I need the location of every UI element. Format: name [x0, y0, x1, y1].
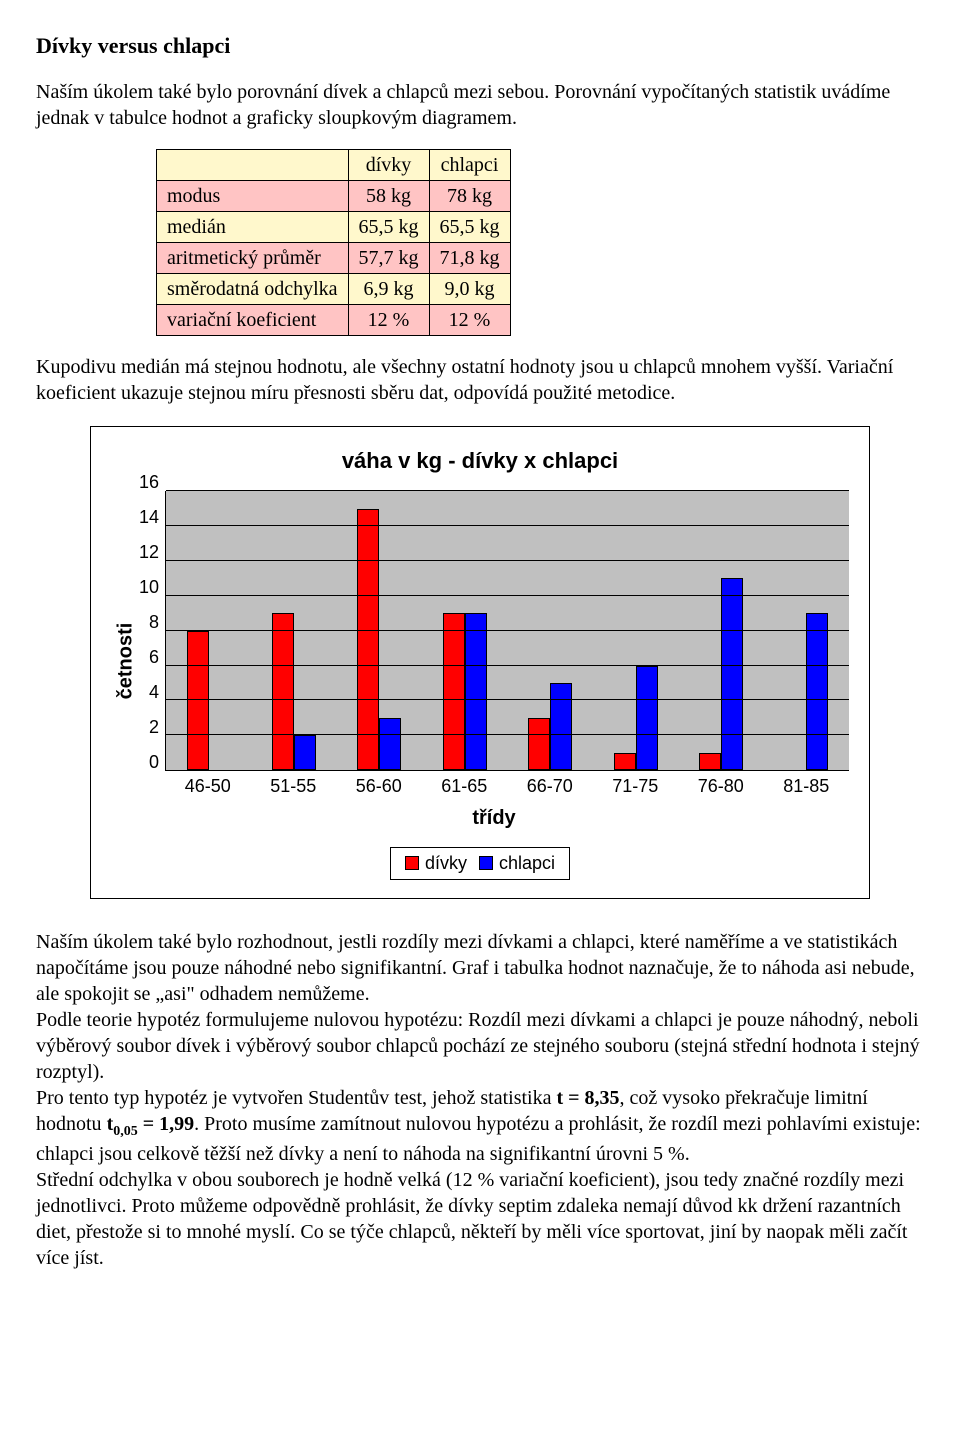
outro-p2: Pro tento typ hypotéz je vytvořen Studen…	[36, 1085, 924, 1167]
xtick-label: 76-80	[678, 771, 764, 798]
xtick-label: 66-70	[507, 771, 593, 798]
table-cell: medián	[157, 211, 349, 242]
mid-paragraph: Kupodivu medián má stejnou hodnotu, ale …	[36, 354, 924, 406]
table-cell: 57,7 kg	[348, 242, 429, 273]
bar-divky	[614, 753, 636, 770]
bar-divky	[443, 613, 465, 770]
table-cell: aritmetický průměr	[157, 242, 349, 273]
chart-xticks: 46-5051-5556-6061-6566-7071-7576-8081-85	[165, 771, 849, 798]
table-row: medián65,5 kg65,5 kg	[157, 211, 511, 242]
chart-xlabel: třídy	[139, 805, 849, 831]
table-header-cell	[157, 149, 349, 180]
grid-line	[166, 525, 849, 526]
table-row: variační koeficient12 %12 %	[157, 304, 511, 335]
outro-block: Naším úkolem také bylo rozhodnout, jestl…	[36, 929, 924, 1271]
xtick-label: 81-85	[764, 771, 850, 798]
bar-chlapci	[294, 735, 316, 770]
legend-item-divky: dívky	[405, 852, 467, 875]
xtick-label: 51-55	[251, 771, 337, 798]
outro-t2: t0,05 = 1,99	[107, 1113, 195, 1135]
bar-divky	[528, 718, 550, 770]
table-cell: 58 kg	[348, 180, 429, 211]
legend-swatch-red	[405, 856, 419, 870]
grid-line	[166, 699, 849, 700]
intro-paragraph: Naším úkolem také bylo porovnání dívek a…	[36, 79, 924, 131]
table-header-cell: chlapci	[429, 149, 510, 180]
bar-group	[337, 491, 422, 770]
bar-chlapci	[721, 578, 743, 770]
table-cell: směrodatná odchylka	[157, 273, 349, 304]
bar-chlapci	[379, 718, 401, 770]
bar-group	[251, 491, 336, 770]
bar-group	[593, 491, 678, 770]
legend-item-chlapci: chlapci	[479, 852, 555, 875]
legend-label-divky: dívky	[425, 852, 467, 875]
outro-p1b: Podle teorie hypotéz formulujeme nulovou…	[36, 1007, 924, 1085]
legend-swatch-blue	[479, 856, 493, 870]
outro-t1: t = 8,35	[556, 1087, 619, 1109]
grid-line	[166, 665, 849, 666]
table-cell: 71,8 kg	[429, 242, 510, 273]
table-row: směrodatná odchylka6,9 kg9,0 kg	[157, 273, 511, 304]
chart-ylabel: četnosti	[112, 623, 138, 700]
bar-group	[764, 491, 849, 770]
chart-container: váha v kg - dívky x chlapci četnosti 161…	[90, 426, 870, 899]
bar-divky	[699, 753, 721, 770]
bar-divky	[272, 613, 294, 770]
chart-legend: dívky chlapci	[390, 847, 570, 880]
grid-line	[166, 595, 849, 596]
xtick-label: 71-75	[593, 771, 679, 798]
legend-label-chlapci: chlapci	[499, 852, 555, 875]
table-cell: 78 kg	[429, 180, 510, 211]
bar-group	[166, 491, 251, 770]
xtick-label: 61-65	[422, 771, 508, 798]
bar-group	[678, 491, 763, 770]
bar-group	[508, 491, 593, 770]
table-row: modus58 kg78 kg	[157, 180, 511, 211]
table-cell: 65,5 kg	[348, 211, 429, 242]
outro-p1a: Naším úkolem také bylo rozhodnout, jestl…	[36, 929, 924, 1007]
xtick-label: 46-50	[165, 771, 251, 798]
bar-chlapci	[550, 683, 572, 770]
chart-plot	[165, 491, 849, 771]
table-cell: 12 %	[348, 304, 429, 335]
chart-yticks: 1614121086420	[139, 491, 165, 771]
outro-p3: Střední odchylka v obou souborech je hod…	[36, 1167, 924, 1271]
outro-p2a: Pro tento typ hypotéz je vytvořen Studen…	[36, 1087, 556, 1109]
table-cell: 9,0 kg	[429, 273, 510, 304]
table-header-cell: dívky	[348, 149, 429, 180]
chart-title: váha v kg - dívky x chlapci	[111, 447, 849, 476]
bar-chlapci	[806, 613, 828, 770]
table-cell: 12 %	[429, 304, 510, 335]
bar-chlapci	[465, 613, 487, 770]
page-title: Dívky versus chlapci	[36, 32, 924, 61]
bar-divky	[187, 631, 209, 771]
table-cell: 6,9 kg	[348, 273, 429, 304]
xtick-label: 56-60	[336, 771, 422, 798]
bar-divky	[357, 509, 379, 771]
table-cell: 65,5 kg	[429, 211, 510, 242]
table-row: aritmetický průměr57,7 kg71,8 kg	[157, 242, 511, 273]
table-cell: variační koeficient	[157, 304, 349, 335]
grid-line	[166, 490, 849, 491]
stats-table: dívkychlapcimodus58 kg78 kgmedián65,5 kg…	[156, 149, 511, 336]
table-cell: modus	[157, 180, 349, 211]
grid-line	[166, 734, 849, 735]
bar-chlapci	[636, 666, 658, 771]
bar-group	[422, 491, 507, 770]
grid-line	[166, 560, 849, 561]
grid-line	[166, 630, 849, 631]
